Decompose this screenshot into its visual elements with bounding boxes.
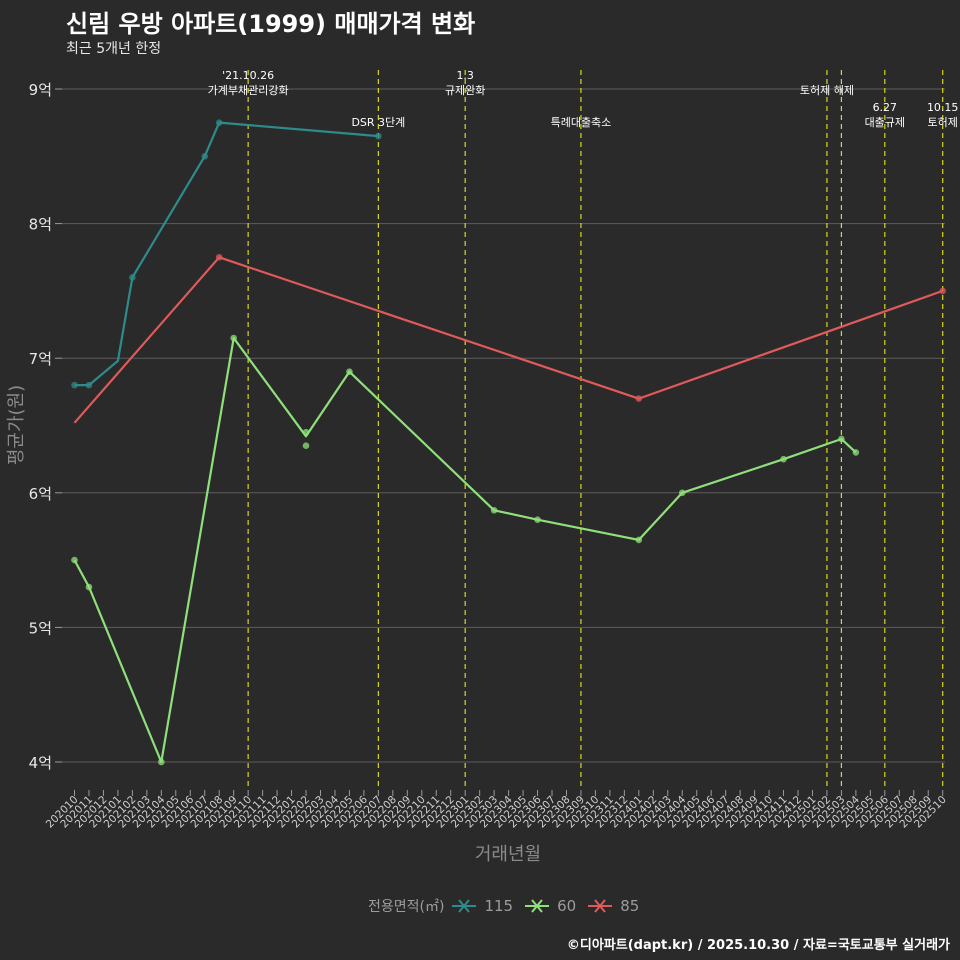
y-tick-label: 9억 (29, 81, 52, 99)
data-point-60 (346, 368, 353, 375)
event-label: 토허제 (928, 116, 958, 129)
legend-label: 60 (557, 897, 577, 915)
x-axis-title: 거래년월 (475, 844, 541, 865)
data-point-60 (635, 536, 643, 544)
event-label: 가계부채관리강화 (208, 84, 289, 97)
data-point-60 (852, 449, 860, 456)
legend-key-icon (588, 899, 613, 913)
data-point-60 (85, 583, 93, 591)
chart-title: 신림 우방 아파트(1999) 매매가격 변화 (66, 10, 476, 38)
data-point-115 (71, 381, 78, 389)
event-label: 대출규제 (865, 116, 905, 129)
data-point-115 (201, 153, 209, 160)
event-label: DSR 3단계 (351, 116, 405, 129)
legend-key-icon (452, 899, 477, 913)
event-label: 1.3 (456, 69, 474, 82)
legend-item-60: 60 (523, 896, 576, 916)
event-label: 6.27 (873, 101, 898, 114)
data-point-60 (780, 455, 787, 463)
chart-subtitle: 최근 5개년 한정 (66, 41, 162, 57)
data-point-60 (230, 334, 237, 342)
y-tick-label: 6억 (29, 485, 52, 503)
data-point-60 (534, 516, 541, 524)
y-tick-label: 7억 (29, 350, 52, 368)
series-line-85 (73, 256, 944, 424)
data-point-115 (85, 381, 93, 389)
legend-key-icon (525, 899, 550, 913)
data-point-60 (302, 428, 310, 436)
series-line-115 (74, 121, 379, 387)
event-label: 토허제 해제 (800, 83, 854, 97)
data-point-115 (129, 274, 136, 281)
source-caption: ©디아파트(dapt.kr) / 2025.10.30 / 자료=국토교통부 실… (566, 938, 950, 953)
legend-label: 85 (620, 897, 640, 915)
legend-title: 전용면적(㎡) (368, 899, 445, 915)
data-point-60 (490, 506, 498, 514)
data-point-115 (375, 132, 382, 140)
data-point-60 (302, 442, 310, 449)
y-axis-title: 평균가(원) (6, 385, 27, 465)
data-point-60 (71, 556, 78, 564)
series-layer (71, 119, 946, 766)
data-point-60 (838, 435, 845, 443)
y-tick-label: 5억 (29, 619, 52, 637)
legend-item-85: 85 (586, 896, 639, 916)
data-point-60 (678, 489, 686, 497)
data-point-85 (939, 287, 946, 295)
grid-layer (62, 88, 945, 763)
event-label: '21.10.26 (222, 69, 274, 82)
data-point-115 (215, 119, 223, 126)
y-tick-label: 4억 (29, 754, 52, 772)
axis-layer: 4억5억6억7억8억9억2020102020112020122021012021… (29, 81, 949, 830)
event-label: 특례대출축소 (551, 116, 612, 129)
legend-item-115: 115 (450, 896, 513, 916)
data-point-85 (635, 395, 643, 402)
legend: 전용면적(㎡) 115 60 85 (368, 896, 649, 916)
data-point-85 (215, 253, 223, 261)
event-label: 규제완화 (445, 84, 485, 97)
data-point-60 (158, 758, 165, 766)
event-label: 10.15 (927, 101, 959, 114)
legend-label: 115 (484, 897, 514, 915)
y-tick-label: 8억 (29, 216, 52, 234)
